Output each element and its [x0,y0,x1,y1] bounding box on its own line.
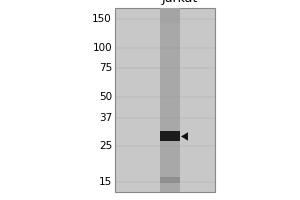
Polygon shape [181,132,188,141]
Text: 50: 50 [99,92,112,102]
Bar [160,8,180,192]
Bar [160,177,180,183]
Text: 150: 150 [92,14,112,24]
Text: 100: 100 [92,43,112,53]
Bar [160,8,180,23]
Text: 37: 37 [99,113,112,123]
Text: 15: 15 [99,177,112,187]
Bar [160,131,180,141]
Text: Jurkat: Jurkat [162,0,198,5]
Bar [115,8,215,192]
Text: 75: 75 [99,63,112,73]
Text: 25: 25 [99,141,112,151]
